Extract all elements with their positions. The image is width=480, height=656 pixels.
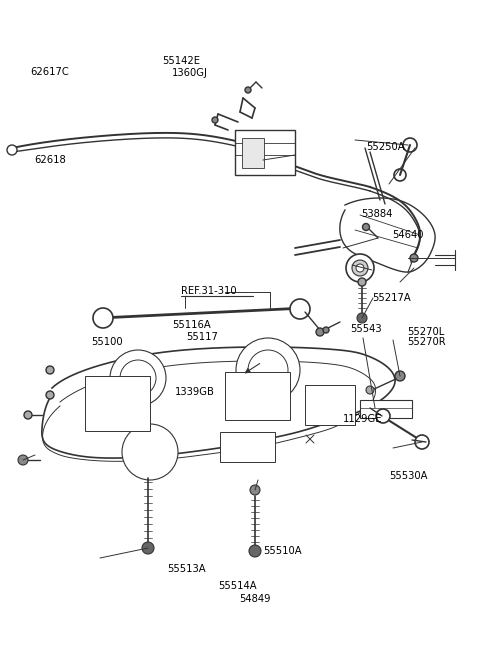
Circle shape bbox=[403, 138, 417, 152]
Text: 55116A: 55116A bbox=[172, 320, 211, 331]
Circle shape bbox=[410, 254, 418, 262]
Text: 55117: 55117 bbox=[186, 331, 218, 342]
Bar bbox=[220, 432, 275, 462]
Circle shape bbox=[24, 411, 32, 419]
Circle shape bbox=[366, 386, 374, 394]
Bar bbox=[225, 372, 290, 420]
Circle shape bbox=[250, 485, 260, 495]
Circle shape bbox=[362, 224, 370, 230]
Text: 55514A: 55514A bbox=[218, 581, 257, 591]
Circle shape bbox=[352, 260, 368, 276]
Circle shape bbox=[323, 327, 329, 333]
Circle shape bbox=[356, 264, 364, 272]
Text: 55270L: 55270L bbox=[407, 327, 444, 337]
Circle shape bbox=[7, 145, 17, 155]
Circle shape bbox=[110, 350, 166, 406]
Circle shape bbox=[93, 308, 113, 328]
Circle shape bbox=[212, 117, 218, 123]
Bar bbox=[360, 400, 412, 418]
Text: 55217A: 55217A bbox=[372, 293, 411, 304]
Text: 1360GJ: 1360GJ bbox=[172, 68, 208, 79]
Circle shape bbox=[46, 391, 54, 399]
Text: 55100: 55100 bbox=[91, 337, 123, 348]
Text: 55270R: 55270R bbox=[407, 337, 445, 348]
Circle shape bbox=[358, 278, 366, 286]
Circle shape bbox=[376, 409, 390, 423]
Text: 54640: 54640 bbox=[393, 230, 424, 240]
Circle shape bbox=[245, 87, 251, 93]
Bar bbox=[305, 385, 355, 425]
Circle shape bbox=[142, 542, 154, 554]
Text: 62618: 62618 bbox=[35, 155, 66, 165]
Circle shape bbox=[236, 338, 300, 402]
Bar bbox=[85, 376, 150, 431]
Text: 55142E: 55142E bbox=[162, 56, 200, 66]
Circle shape bbox=[346, 254, 374, 282]
Text: 55510A: 55510A bbox=[263, 546, 301, 556]
Circle shape bbox=[249, 545, 261, 557]
Circle shape bbox=[316, 328, 324, 336]
Circle shape bbox=[46, 366, 54, 374]
Bar bbox=[235, 130, 295, 175]
Circle shape bbox=[395, 371, 405, 381]
Circle shape bbox=[122, 424, 178, 480]
Bar bbox=[242, 138, 264, 168]
Text: 55250A: 55250A bbox=[366, 142, 404, 152]
Text: 54849: 54849 bbox=[239, 594, 271, 604]
Text: 55530A: 55530A bbox=[389, 471, 427, 482]
Circle shape bbox=[415, 435, 429, 449]
Text: 53884: 53884 bbox=[361, 209, 392, 219]
Circle shape bbox=[248, 350, 288, 390]
Text: 1339GB: 1339GB bbox=[175, 387, 215, 398]
Circle shape bbox=[290, 299, 310, 319]
Text: 62617C: 62617C bbox=[30, 67, 69, 77]
Text: 55513A: 55513A bbox=[167, 564, 205, 575]
Polygon shape bbox=[42, 347, 395, 458]
Circle shape bbox=[120, 360, 156, 396]
Text: REF.31-310: REF.31-310 bbox=[181, 286, 237, 297]
Circle shape bbox=[18, 455, 28, 465]
Circle shape bbox=[357, 313, 367, 323]
Polygon shape bbox=[340, 198, 435, 272]
Text: 55543: 55543 bbox=[350, 324, 382, 335]
Text: 1129GE: 1129GE bbox=[343, 413, 383, 424]
Circle shape bbox=[394, 169, 406, 181]
